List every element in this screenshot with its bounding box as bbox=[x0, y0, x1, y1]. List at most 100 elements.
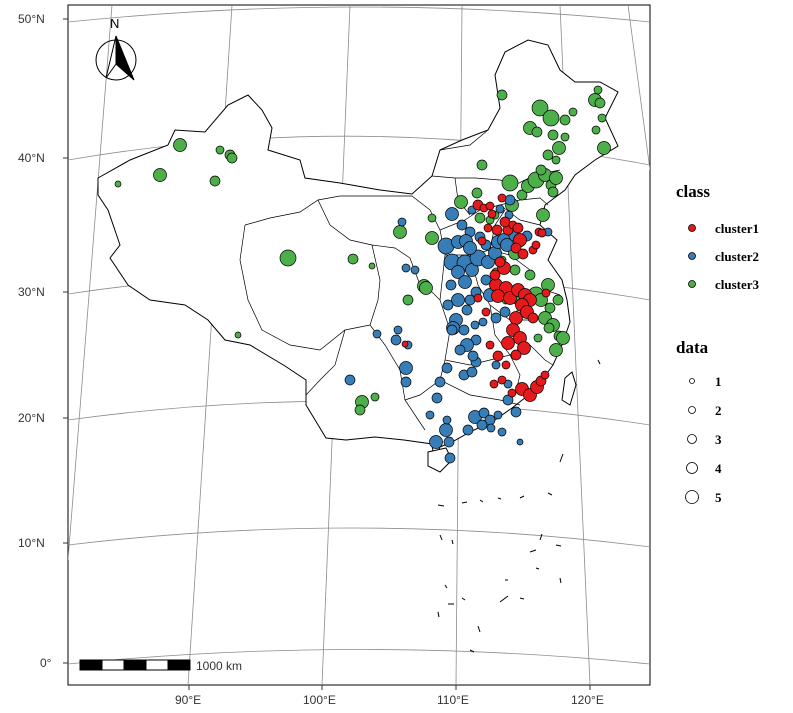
city-point-cluster1 bbox=[517, 248, 529, 260]
legend-class-title: class bbox=[676, 182, 710, 201]
city-point-cluster2 bbox=[470, 320, 480, 330]
city-point-cluster3 bbox=[427, 213, 437, 223]
city-point-cluster3 bbox=[594, 97, 606, 109]
city-point-cluster3 bbox=[226, 152, 238, 164]
city-point-cluster2 bbox=[451, 265, 465, 279]
city-point-cluster2 bbox=[510, 406, 522, 418]
city-point-cluster2 bbox=[499, 306, 511, 318]
city-point-cluster3 bbox=[549, 343, 563, 357]
city-point-cluster1 bbox=[483, 223, 493, 233]
city-point-cluster1 bbox=[487, 209, 497, 219]
north-arrow-label: N bbox=[110, 16, 119, 31]
city-point-cluster2 bbox=[491, 360, 501, 370]
city-point-cluster1 bbox=[473, 293, 483, 303]
city-point-cluster1 bbox=[497, 193, 507, 203]
city-point-cluster3 bbox=[474, 212, 486, 224]
legend-size-label-5: 5 bbox=[715, 490, 722, 505]
city-point-cluster1 bbox=[507, 388, 517, 398]
city-point-cluster1 bbox=[510, 349, 522, 361]
city-point-cluster1 bbox=[481, 307, 491, 317]
city-point-cluster2 bbox=[497, 427, 507, 437]
north-arrow: N bbox=[95, 16, 137, 81]
city-point-cluster2 bbox=[478, 407, 490, 419]
legend-class-item: cluster3 bbox=[688, 277, 760, 292]
city-point-cluster3 bbox=[531, 99, 549, 117]
lon-label-110: 110°E bbox=[437, 693, 469, 707]
city-point-cluster3 bbox=[547, 186, 559, 198]
hainan-island bbox=[427, 447, 453, 473]
city-point-cluster3 bbox=[496, 89, 508, 101]
map-panel: N 1000 km bbox=[67, 4, 651, 686]
city-point-cluster2 bbox=[490, 312, 502, 324]
city-point-cluster3 bbox=[568, 107, 578, 117]
city-point-cluster2 bbox=[493, 410, 503, 420]
city-point-cluster1 bbox=[497, 375, 507, 385]
city-point-cluster1 bbox=[512, 222, 524, 234]
city-point-cluster3 bbox=[547, 129, 559, 141]
city-point-cluster2 bbox=[461, 304, 473, 316]
legend-size-item: 4 bbox=[686, 461, 722, 476]
legend-size-key-3 bbox=[687, 434, 697, 444]
city-point-cluster3 bbox=[551, 155, 561, 165]
tick-marks bbox=[63, 18, 591, 690]
city-point-cluster1 bbox=[494, 256, 506, 268]
legend-label-cluster1: cluster1 bbox=[715, 221, 759, 236]
legend-size-item: 1 bbox=[689, 374, 722, 389]
city-point-cluster3 bbox=[549, 171, 563, 185]
city-point-cluster1 bbox=[510, 242, 522, 254]
city-point-cluster1 bbox=[517, 341, 531, 355]
city-point-cluster2 bbox=[344, 374, 356, 386]
city-point-cluster2 bbox=[478, 317, 488, 327]
city-point-cluster1 bbox=[485, 201, 495, 211]
city-point-cluster3 bbox=[114, 180, 122, 188]
city-point-cluster1 bbox=[477, 236, 487, 246]
city-point-cluster1 bbox=[485, 340, 495, 350]
city-point-cluster2 bbox=[372, 329, 382, 339]
city-point-cluster3 bbox=[516, 189, 528, 201]
city-point-cluster2 bbox=[480, 274, 492, 286]
city-point-cluster2 bbox=[503, 379, 513, 389]
legend-size-item: 3 bbox=[687, 432, 722, 447]
city-point-cluster3 bbox=[471, 187, 483, 199]
graticule-lon-130 bbox=[627, 5, 650, 171]
city-point-cluster3 bbox=[544, 302, 556, 314]
city-point-cluster2 bbox=[495, 204, 505, 214]
city-point-cluster2 bbox=[462, 424, 474, 436]
city-point-cluster3 bbox=[543, 322, 555, 334]
city-point-cluster3 bbox=[419, 281, 433, 295]
city-point-cluster2 bbox=[486, 423, 496, 433]
city-point-cluster2 bbox=[390, 334, 402, 346]
lon-label-100: 100°E bbox=[303, 693, 336, 707]
lat-label-40: 40°N bbox=[18, 151, 45, 165]
city-point-cluster2 bbox=[410, 265, 420, 275]
city-point-cluster3 bbox=[531, 126, 543, 138]
city-point-cluster2 bbox=[458, 324, 470, 336]
city-point-cluster2 bbox=[399, 361, 413, 375]
city-point-cluster1 bbox=[491, 224, 503, 236]
legend-size-title: data bbox=[676, 338, 709, 357]
city-point-cluster2 bbox=[442, 299, 454, 311]
city-point-cluster2 bbox=[466, 366, 478, 378]
city-point-cluster3 bbox=[425, 231, 439, 245]
city-point-cluster3 bbox=[347, 253, 359, 265]
south-sea-islands bbox=[437, 359, 601, 653]
city-point-cluster3 bbox=[393, 225, 407, 239]
city-point-cluster2 bbox=[458, 275, 472, 289]
city-point-cluster2 bbox=[429, 435, 443, 449]
city-point-cluster3 bbox=[234, 331, 242, 339]
city-point-cluster2 bbox=[425, 410, 435, 420]
city-point-cluster3 bbox=[509, 264, 521, 276]
city-point-cluster3 bbox=[279, 249, 297, 267]
city-point-cluster2 bbox=[454, 344, 466, 356]
scale-bar: 1000 km bbox=[79, 659, 242, 673]
legend-size-key-4 bbox=[686, 462, 698, 474]
legend-class-item: cluster2 bbox=[688, 249, 759, 264]
city-point-cluster3 bbox=[597, 113, 607, 123]
legend-size-item: 2 bbox=[688, 403, 722, 418]
city-point-cluster3 bbox=[535, 164, 547, 176]
lat-label-0: 0° bbox=[40, 656, 52, 670]
city-point-cluster1 bbox=[499, 216, 511, 228]
city-point-cluster3 bbox=[556, 331, 570, 345]
city-point-cluster2 bbox=[502, 394, 514, 406]
city-point-cluster3 bbox=[524, 269, 536, 281]
